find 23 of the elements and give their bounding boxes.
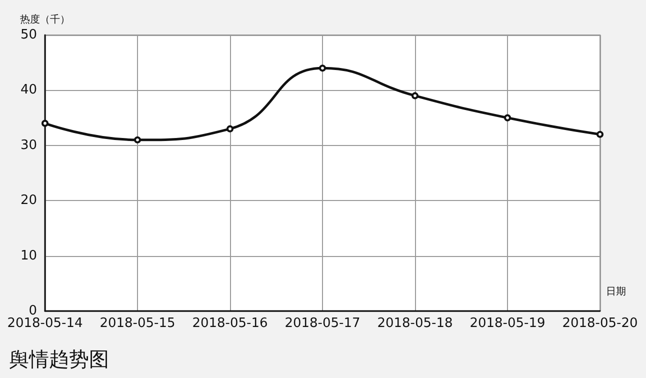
x-tick-label: 2018-05-20	[562, 316, 638, 331]
x-tick-label: 2018-05-19	[470, 316, 546, 331]
x-tick-label: 2018-05-18	[377, 316, 453, 331]
y-tick-label: 10	[20, 248, 37, 264]
point	[42, 120, 48, 127]
point	[134, 136, 141, 144]
y-tick-label: 40	[20, 82, 37, 98]
x-axis-title: 日期	[606, 286, 626, 298]
y-tick-label: 30	[20, 138, 37, 153]
point	[319, 64, 326, 72]
x-tick-label: 2018-05-16	[192, 316, 268, 331]
x-tick-label: 2018-05-17	[284, 316, 360, 331]
x-tick-label: 2018-05-15	[100, 316, 176, 331]
y-tick-label: 50	[20, 28, 37, 42]
y-tick-label: 20	[20, 193, 37, 208]
point	[226, 125, 234, 132]
y-tick-label: 0	[28, 304, 37, 318]
point	[504, 114, 511, 122]
y-axis-title: 热度（千）	[20, 14, 70, 26]
point	[412, 92, 418, 100]
text: 舆情趋势图	[9, 347, 109, 371]
point	[596, 130, 604, 138]
x-tick-label: 2018-05-14	[7, 316, 83, 331]
